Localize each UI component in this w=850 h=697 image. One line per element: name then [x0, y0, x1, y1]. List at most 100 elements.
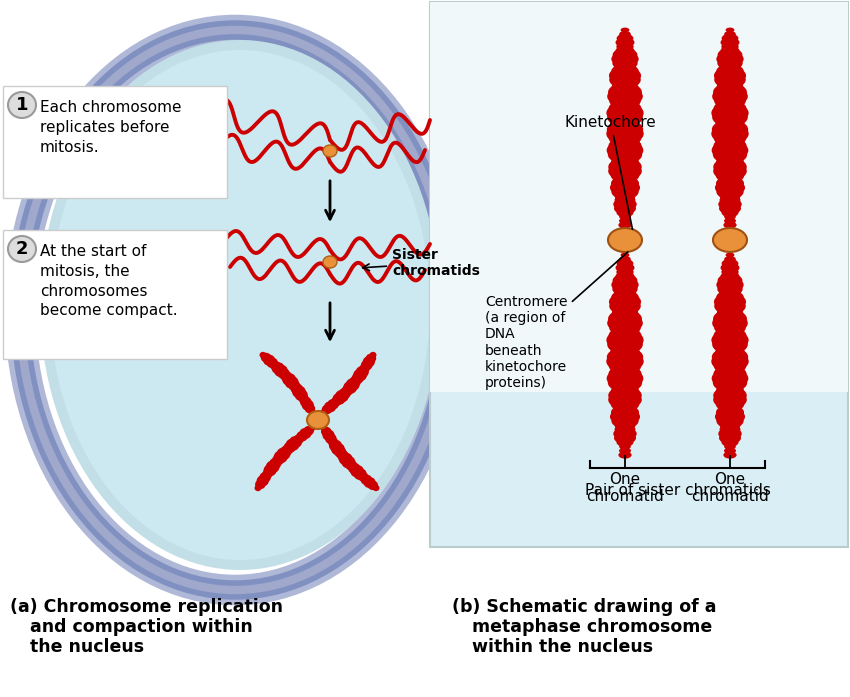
Ellipse shape [722, 208, 739, 217]
Ellipse shape [619, 31, 631, 38]
Ellipse shape [352, 373, 364, 384]
Ellipse shape [608, 83, 642, 102]
Ellipse shape [274, 451, 287, 464]
Ellipse shape [722, 438, 739, 447]
Ellipse shape [615, 37, 634, 47]
Ellipse shape [613, 48, 638, 62]
Ellipse shape [616, 438, 633, 447]
Text: Pair of sister chromatids: Pair of sister chromatids [585, 483, 770, 498]
Ellipse shape [713, 327, 746, 345]
Ellipse shape [271, 362, 285, 374]
Ellipse shape [285, 376, 298, 389]
Ellipse shape [620, 252, 629, 257]
Ellipse shape [361, 360, 372, 371]
Ellipse shape [609, 158, 642, 176]
Ellipse shape [615, 62, 635, 73]
Ellipse shape [711, 123, 749, 144]
Ellipse shape [611, 184, 638, 199]
Ellipse shape [711, 140, 748, 160]
Ellipse shape [711, 368, 748, 388]
Ellipse shape [715, 117, 745, 134]
Ellipse shape [349, 376, 361, 387]
Ellipse shape [358, 472, 369, 482]
Text: At the start of
mitosis, the
chromosomes
become compact.: At the start of mitosis, the chromosomes… [40, 244, 178, 319]
Ellipse shape [609, 129, 641, 147]
Ellipse shape [610, 396, 639, 412]
Ellipse shape [307, 411, 329, 429]
Ellipse shape [611, 64, 639, 79]
Ellipse shape [611, 277, 638, 292]
Ellipse shape [328, 438, 338, 447]
Ellipse shape [717, 81, 744, 95]
Ellipse shape [714, 129, 746, 147]
Ellipse shape [717, 282, 743, 296]
Ellipse shape [720, 420, 740, 431]
Ellipse shape [254, 485, 262, 491]
Ellipse shape [274, 365, 288, 377]
Text: Kinetochore: Kinetochore [565, 115, 657, 229]
Ellipse shape [722, 267, 739, 277]
Ellipse shape [257, 475, 269, 487]
Ellipse shape [266, 461, 280, 473]
Ellipse shape [609, 319, 641, 336]
Ellipse shape [323, 256, 337, 268]
Ellipse shape [309, 425, 315, 431]
Ellipse shape [616, 208, 633, 217]
Ellipse shape [717, 274, 742, 287]
Ellipse shape [366, 353, 377, 363]
Ellipse shape [717, 363, 743, 377]
Ellipse shape [714, 319, 745, 336]
Ellipse shape [724, 213, 736, 220]
Ellipse shape [608, 373, 643, 392]
Ellipse shape [611, 155, 639, 171]
Ellipse shape [717, 413, 744, 429]
Ellipse shape [723, 452, 737, 459]
Ellipse shape [350, 465, 364, 477]
Ellipse shape [713, 162, 747, 181]
Ellipse shape [320, 425, 327, 431]
Text: (b) Schematic drawing of a: (b) Schematic drawing of a [452, 598, 717, 616]
Ellipse shape [325, 434, 337, 444]
Ellipse shape [615, 45, 634, 56]
Ellipse shape [612, 303, 638, 318]
Ellipse shape [608, 309, 642, 328]
Ellipse shape [322, 405, 332, 414]
Ellipse shape [324, 401, 337, 413]
Ellipse shape [607, 107, 643, 127]
Text: Sister
chromatids: Sister chromatids [363, 248, 480, 278]
Ellipse shape [619, 452, 632, 459]
Ellipse shape [266, 358, 278, 368]
Ellipse shape [715, 179, 745, 196]
Ellipse shape [610, 341, 639, 357]
Ellipse shape [292, 385, 306, 398]
Ellipse shape [719, 402, 741, 414]
Ellipse shape [607, 140, 643, 160]
Ellipse shape [614, 198, 637, 210]
Ellipse shape [614, 402, 636, 414]
Ellipse shape [286, 438, 299, 451]
Ellipse shape [616, 267, 633, 277]
Ellipse shape [607, 86, 643, 106]
Ellipse shape [717, 64, 744, 79]
Ellipse shape [717, 277, 744, 292]
Ellipse shape [717, 77, 743, 91]
Ellipse shape [323, 145, 337, 157]
Ellipse shape [612, 135, 638, 149]
Ellipse shape [329, 440, 342, 452]
Text: One
chromatid: One chromatid [586, 472, 664, 505]
Ellipse shape [609, 162, 642, 181]
Ellipse shape [606, 102, 643, 123]
Ellipse shape [335, 390, 348, 402]
Ellipse shape [619, 443, 631, 450]
Text: 2: 2 [16, 240, 28, 258]
Ellipse shape [611, 405, 639, 420]
Ellipse shape [303, 426, 314, 436]
Ellipse shape [720, 194, 740, 206]
Ellipse shape [50, 50, 430, 560]
Ellipse shape [721, 263, 740, 273]
Ellipse shape [609, 390, 642, 409]
Ellipse shape [713, 100, 746, 118]
Ellipse shape [606, 351, 643, 372]
Ellipse shape [295, 389, 308, 401]
Ellipse shape [338, 388, 351, 399]
